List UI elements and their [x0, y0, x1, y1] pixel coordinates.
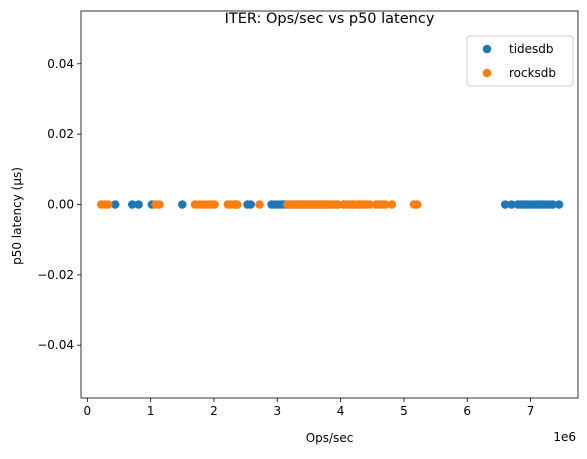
data-point-rocksdb: [233, 200, 242, 209]
data-point-rocksdb: [103, 200, 113, 209]
data-point-tidesdb: [548, 200, 557, 209]
data-point-tidesdb: [507, 200, 516, 209]
data-point-rocksdb: [381, 200, 390, 209]
x-tick-label: 7: [527, 404, 535, 418]
x-axis-label: Ops/sec: [306, 431, 354, 445]
y-tick-label: 0.04: [47, 57, 74, 71]
y-tick-label: −0.02: [37, 268, 74, 282]
legend-marker-tidesdb: [482, 44, 492, 54]
legend-box: [466, 35, 574, 87]
data-point-rocksdb: [333, 200, 343, 209]
legend-label-tidesdb: tidesdb: [509, 42, 554, 56]
data-point-tidesdb: [178, 200, 187, 209]
legend: tidesdb rocksdb: [466, 35, 574, 87]
data-point-rocksdb: [387, 200, 397, 209]
data-point-tidesdb: [127, 200, 137, 209]
data-point-tidesdb: [500, 200, 510, 209]
x-tick-label: 2: [210, 404, 218, 418]
y-tick-label: −0.04: [37, 338, 74, 352]
data-point-rocksdb: [365, 200, 375, 209]
legend-label-rocksdb: rocksdb: [509, 66, 556, 80]
data-point-tidesdb: [110, 200, 120, 209]
x-tick-label: 4: [337, 404, 345, 418]
x-offset-label: 1e6: [553, 430, 576, 444]
y-tick-label: 0.02: [47, 127, 74, 141]
plot-area: 0 1 2 3 4 5 6 7 0.04 0.02 0.00 −0.02 −0.04: [37, 10, 579, 418]
chart-title: ITER: Ops/sec vs p50 latency: [225, 11, 435, 27]
x-tick-label: 5: [400, 404, 408, 418]
x-tick-label: 1: [147, 404, 155, 418]
series-rocksdb: [96, 200, 422, 209]
legend-marker-rocksdb: [482, 68, 492, 78]
x-tick-label: 0: [84, 404, 92, 418]
data-point-tidesdb: [554, 200, 564, 209]
data-point-rocksdb: [412, 200, 422, 209]
data-point-rocksdb: [255, 200, 264, 209]
x-tick-label: 3: [273, 404, 281, 418]
x-tick-label: 6: [463, 404, 471, 418]
data-point-rocksdb: [155, 200, 164, 209]
data-point-tidesdb: [246, 200, 255, 209]
y-axis-label: p50 latency (µs): [10, 167, 24, 265]
data-point-rocksdb: [210, 200, 219, 209]
data-point-tidesdb: [134, 200, 143, 209]
y-tick-label: 0.00: [47, 198, 74, 212]
